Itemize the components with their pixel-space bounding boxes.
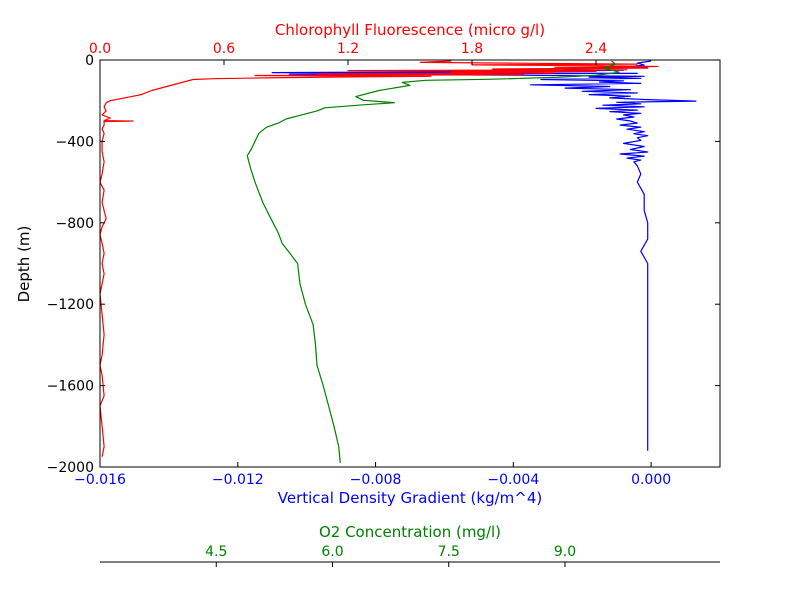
bottom-tick-label: −0.016 — [74, 472, 126, 488]
y-axis-title: Depth (m) — [15, 226, 33, 303]
o2-axis-title: O2 Concentration (mg/l) — [319, 523, 501, 541]
bottom-axis-title: Vertical Density Gradient (kg/m^4) — [278, 489, 542, 507]
y-tick-label: 0 — [85, 53, 94, 69]
y-tick-label: −1200 — [47, 297, 94, 313]
o2-tick-label: 4.5 — [205, 544, 227, 560]
bottom-tick-label: −0.004 — [487, 472, 539, 488]
y-tick-label: −2000 — [47, 460, 94, 476]
top-tick-label: 2.4 — [585, 41, 607, 57]
y-axis: 0 −400 −800 −1200 −1600 −2000 — [47, 53, 720, 476]
top-tick-label: 0.6 — [213, 41, 235, 57]
top-axis: 0.0 0.6 1.2 1.8 2.4 — [89, 41, 607, 65]
y-tick-label: −400 — [56, 134, 94, 150]
o2-tick-label: 6.0 — [321, 544, 343, 560]
bottom-tick-label: −0.012 — [212, 472, 264, 488]
bottom-tick-label: −0.008 — [350, 472, 402, 488]
o2-tick-label: 9.0 — [554, 544, 576, 560]
series-layer — [100, 60, 697, 463]
top-tick-label: 0.0 — [89, 41, 111, 57]
bottom-axis: −0.016 −0.012 −0.008 −0.004 0.000 — [74, 462, 721, 488]
y-tick-label: −800 — [56, 216, 94, 232]
top-tick-label: 1.8 — [461, 41, 483, 57]
density-gradient-line — [271, 60, 697, 451]
o2-axis: 4.5 6.0 7.5 9.0 — [100, 544, 720, 567]
bottom-tick-label: 0.000 — [631, 472, 671, 488]
o2-line — [246, 60, 620, 463]
plot-frame — [99, 59, 721, 468]
chlorophyll-line — [100, 60, 659, 457]
top-tick-label: 1.2 — [337, 41, 359, 57]
y-tick-label: −1600 — [47, 379, 94, 395]
top-axis-title: Chlorophyll Fluorescence (micro g/l) — [275, 21, 545, 39]
o2-tick-label: 7.5 — [438, 544, 460, 560]
